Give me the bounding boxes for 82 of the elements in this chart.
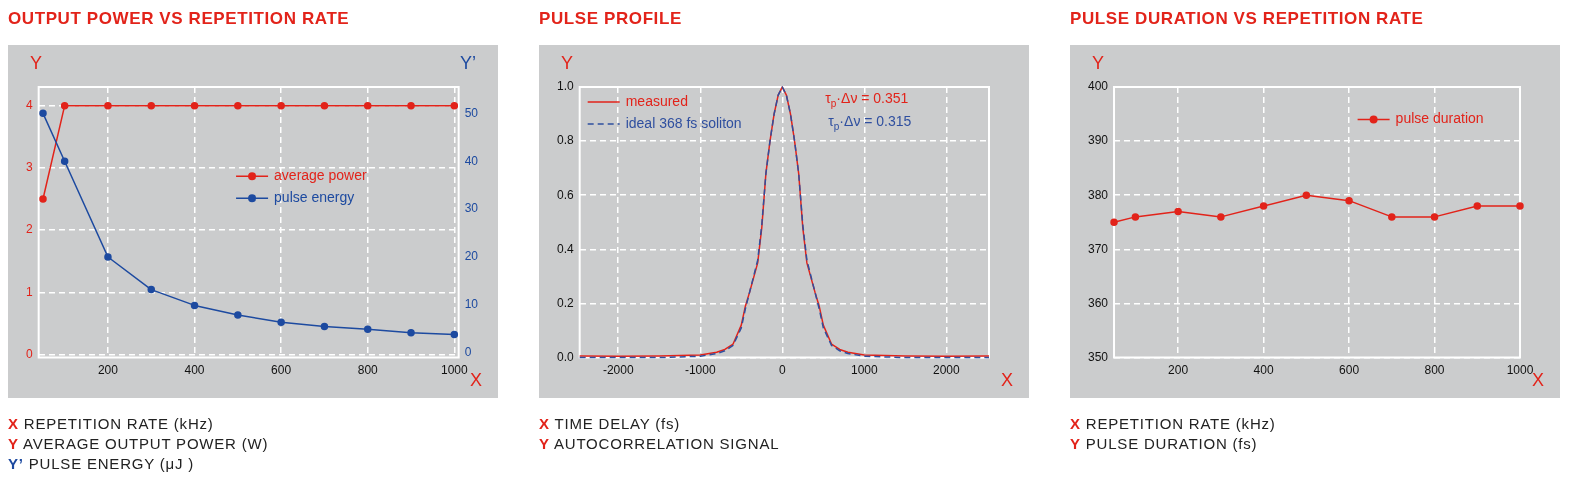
x-axis-title: X <box>1532 369 1545 390</box>
x-tick-label: 400 <box>184 363 205 378</box>
y2-axis-title: Y’ <box>459 53 476 73</box>
y-tick-label: 370 <box>1087 241 1109 256</box>
point <box>1430 213 1439 221</box>
point <box>1217 213 1225 221</box>
y2-tick-label: 30 <box>464 201 479 216</box>
y-tick-label: 390 <box>1087 133 1109 148</box>
y-tick-label: 1.0 <box>556 79 574 94</box>
legend-label: ideal 368 fs soliton <box>625 114 742 131</box>
legend-label: measured <box>625 92 688 109</box>
x-tick-label: 800 <box>1424 363 1445 378</box>
point <box>1388 213 1396 221</box>
text: X REPETITION RATE (kHz) <box>1070 415 1276 432</box>
text: X REPETITION RATE (kHz) <box>8 415 214 432</box>
point <box>1302 191 1311 199</box>
point <box>1345 196 1353 205</box>
y-tick-label: 380 <box>1087 187 1109 202</box>
x-tick-label: 600 <box>271 363 292 378</box>
y2-tick-label: 0 <box>464 345 472 360</box>
x-tick-label: 2000 <box>932 363 961 378</box>
point <box>104 253 112 261</box>
point <box>1174 207 1182 216</box>
y2-tick-label: 40 <box>464 153 479 168</box>
y-tick-label: 0.2 <box>556 295 574 310</box>
text: Y’ PULSE ENERGY (μJ ) <box>8 455 195 472</box>
x-tick-label: 0 <box>778 363 786 378</box>
text: Y AUTOCORRELATION SIGNAL <box>539 435 780 452</box>
point <box>147 285 155 294</box>
text: Y AVERAGE OUTPUT POWER (W) <box>8 435 269 452</box>
x-tick-label: 1000 <box>440 363 468 378</box>
legend-label: average power <box>274 167 368 184</box>
x-tick-label: 600 <box>1339 363 1360 378</box>
point <box>1473 202 1482 210</box>
y-tick-label: 360 <box>1087 295 1109 310</box>
text: X TIME DELAY (fs) <box>539 415 681 432</box>
x-tick-label: 200 <box>97 363 119 378</box>
x-tick-label: 1000 <box>1506 363 1534 378</box>
y-tick-label: 4 <box>25 97 33 112</box>
chart-title: PULSE DURATION VS REPETITION RATE <box>1070 8 1425 30</box>
y2-tick-label: 50 <box>464 105 479 120</box>
text: Y PULSE DURATION (fs) <box>1070 435 1258 452</box>
x-axis-title: X <box>1001 369 1014 390</box>
point <box>190 301 199 310</box>
point <box>234 311 242 319</box>
y-tick-label: 0 <box>25 346 33 361</box>
y-tick-label: 0.4 <box>556 241 574 256</box>
x-tick-label: -2000 <box>602 363 634 378</box>
point <box>1110 218 1118 227</box>
point <box>60 157 69 165</box>
point <box>320 322 329 331</box>
point <box>1516 202 1524 210</box>
point <box>277 318 285 326</box>
legend-label: pulse energy <box>274 189 355 206</box>
y-tick-label: 350 <box>1087 349 1109 364</box>
y-tick-label: 0.0 <box>556 349 574 364</box>
chart-title: PULSE PROFILE <box>539 8 683 30</box>
point <box>1259 202 1268 210</box>
y-axis-title: Y <box>1092 53 1105 73</box>
x-axis-title: X <box>470 369 483 390</box>
x-tick-label: 800 <box>357 363 379 378</box>
x-tick-label: 1000 <box>850 363 878 378</box>
legend-label: pulse duration <box>1395 110 1484 127</box>
point <box>363 325 372 334</box>
x-tick-label: -1000 <box>684 363 716 378</box>
chart-title: OUTPUT POWER VS REPETITION RATE <box>8 8 351 30</box>
y-tick-label: 3 <box>25 160 33 175</box>
point <box>450 330 459 339</box>
y-axis-title: Y <box>561 53 574 73</box>
y2-tick-label: 10 <box>464 297 479 312</box>
y-tick-label: 2 <box>25 222 33 237</box>
y2-tick-label: 20 <box>464 249 479 264</box>
y-tick-label: 0.6 <box>556 187 574 202</box>
y-tick-label: 0.8 <box>556 133 574 148</box>
y-axis-title: Y <box>30 53 43 73</box>
point <box>1131 213 1140 221</box>
y-tick-label: 400 <box>1087 79 1109 94</box>
x-tick-label: 400 <box>1253 363 1274 378</box>
point <box>407 328 415 337</box>
y-tick-label: 1 <box>25 284 33 299</box>
point <box>39 109 47 118</box>
x-tick-label: 200 <box>1168 363 1189 378</box>
